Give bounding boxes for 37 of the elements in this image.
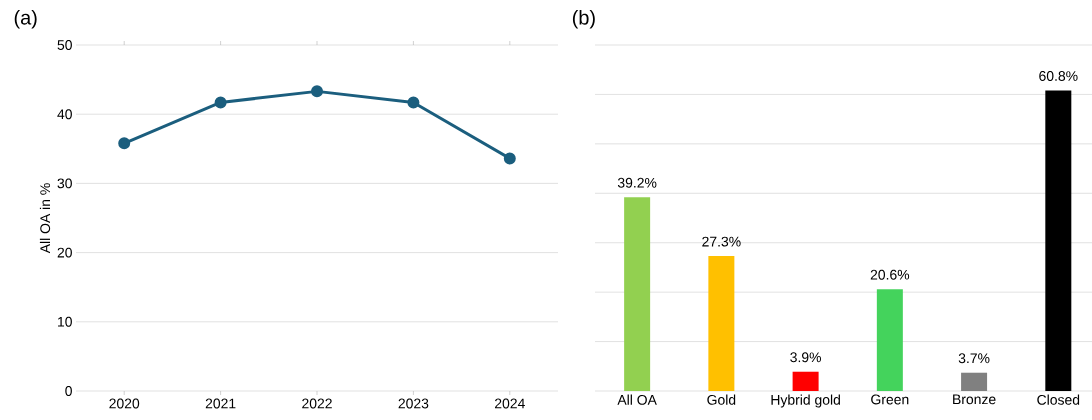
chart-title: (b) [572, 10, 595, 29]
bar [876, 289, 903, 391]
x-tick-label: Gold [707, 394, 736, 405]
x-tick-label: Green [871, 394, 909, 405]
y-tick-label: 0 [65, 386, 72, 396]
bar [961, 372, 988, 391]
point [118, 137, 131, 150]
x-tick-label: 2021 [205, 398, 236, 409]
bar [708, 256, 735, 391]
x-tick-label: Closed [1037, 394, 1080, 405]
point [214, 96, 227, 109]
data-label: 3.7% [958, 353, 990, 364]
x-tick-label: Hybrid gold [771, 394, 840, 408]
x-tick-label: 2023 [398, 398, 429, 409]
data-label: 27.3% [702, 236, 741, 247]
bar [624, 197, 651, 391]
point [407, 96, 420, 109]
chart-title: (a) [14, 10, 37, 29]
x-tick-label: 2022 [302, 398, 332, 409]
y-tick-label: 50 [57, 40, 72, 50]
x-tick-label: All OA [617, 394, 657, 405]
data-label: 60.8% [1039, 71, 1078, 81]
x-tick-label: 2024 [494, 398, 525, 409]
bar [1045, 90, 1072, 391]
data-label: 20.6% [870, 269, 910, 280]
bar [792, 371, 819, 391]
point [311, 85, 324, 98]
data-label: 3.9% [790, 352, 821, 363]
x-tick-label: 2020 [109, 398, 140, 409]
point [503, 152, 516, 165]
y-tick-label: 10 [58, 316, 72, 327]
y-tick-label: 40 [57, 109, 72, 120]
y-axis-title: All OA in % [39, 183, 51, 254]
x-tick-label: Bronze [953, 394, 996, 405]
y-tick-label: 20 [57, 247, 72, 258]
data-label: 39.2% [617, 177, 657, 188]
y-tick-label: 30 [57, 178, 72, 189]
